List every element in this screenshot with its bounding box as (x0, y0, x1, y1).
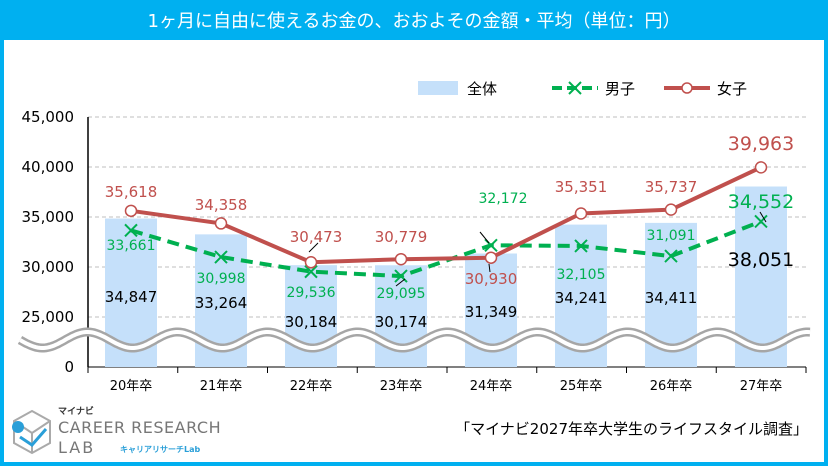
data-label-female: 34,358 (195, 196, 248, 214)
marker-male (124, 223, 138, 238)
data-label-female: 35,737 (645, 178, 698, 196)
logo-lab-text: LAB (58, 438, 96, 457)
data-label-total: 34,411 (645, 289, 698, 307)
legend-label-total: 全体 (467, 80, 497, 98)
marker-male (214, 250, 228, 264)
data-label-male: 29,536 (287, 285, 336, 301)
x-tick-label: 21年卒 (200, 379, 243, 394)
data-label-male: 33,661 (107, 238, 156, 254)
data-label-female: 30,930 (465, 270, 518, 288)
data-label-total: 31,349 (465, 303, 518, 321)
leader-line (395, 278, 406, 287)
x-tick-label: 26年卒 (650, 379, 693, 394)
data-label-total: 33,264 (195, 294, 248, 312)
y-tick-label: 45,000 (22, 108, 75, 126)
x-tick-label: 24年卒 (470, 379, 513, 394)
y-tick-label: 30,000 (22, 258, 75, 276)
legend-label-female: 女子 (717, 80, 747, 98)
data-label-male: 31,091 (647, 228, 696, 244)
data-label-total: 34,847 (105, 288, 158, 306)
career-research-lab-logo: マイナビ CAREER RESEARCH LAB キャリアリサーチLab (10, 407, 221, 459)
marker-female (394, 252, 408, 266)
marker-male (754, 214, 768, 229)
line-male (130, 219, 762, 279)
line-female (130, 165, 762, 265)
logo-brand-text: マイナビ (58, 407, 94, 417)
marker-female (754, 161, 768, 174)
data-label-male: 34,552 (728, 191, 794, 213)
logo-sub-text: キャリアリサーチLab (120, 445, 201, 454)
data-label-male: 29,095 (377, 286, 426, 302)
legend-swatch-total (418, 81, 458, 95)
marker-male (394, 269, 408, 283)
marker-female (574, 207, 588, 220)
marker-female (664, 203, 678, 216)
legend-label-male: 男子 (605, 80, 635, 98)
legend-marker-male (568, 81, 582, 95)
marker-female (484, 251, 498, 264)
data-label-female: 30,473 (290, 228, 343, 246)
leader-line (488, 263, 491, 273)
data-label-total: 34,241 (555, 289, 608, 307)
data-label-total: 30,184 (285, 313, 338, 331)
x-tick-label: 22年卒 (290, 379, 333, 394)
x-tick-label: 25年卒 (560, 379, 603, 394)
source-note: 「マイナビ2027年卒大学生のライフスタイル調査」 (455, 420, 808, 438)
chart-title: 1ヶ月に自由に使えるお金の、おおよその金額・平均（単位：円） (4, 4, 824, 40)
marker-male (304, 264, 318, 279)
marker-female (304, 256, 318, 269)
data-label-male: 30,998 (197, 271, 246, 287)
cube-logo-icon (12, 409, 51, 455)
axis-break-wave-inner (19, 330, 811, 350)
marker-female (214, 217, 228, 230)
data-label-total: 38,051 (728, 249, 794, 271)
data-label-male: 32,105 (557, 267, 606, 283)
legend-marker-female (681, 82, 693, 94)
y-tick-label: 40,000 (22, 158, 75, 176)
data-label-male: 32,172 (479, 191, 528, 207)
logo-name-text: CAREER RESEARCH (58, 418, 222, 437)
y-tick-label: 25,000 (22, 308, 75, 326)
x-tick-label: 27年卒 (740, 379, 783, 394)
data-label-female: 35,618 (105, 183, 158, 201)
leader-line (308, 242, 319, 253)
leader-line (759, 211, 767, 223)
data-label-female: 30,779 (375, 228, 428, 246)
marker-male (574, 239, 588, 253)
marker-male (664, 249, 678, 263)
marker-female (124, 204, 138, 218)
y-tick-label: 35,000 (22, 208, 75, 226)
x-tick-label: 20年卒 (110, 379, 153, 394)
data-label-female: 39,963 (728, 133, 794, 155)
leader-line (479, 231, 490, 244)
x-tick-label: 23年卒 (380, 379, 423, 394)
y-tick-label: 0 (64, 358, 74, 376)
data-label-female: 35,351 (555, 178, 608, 196)
data-label-total: 30,174 (375, 313, 428, 331)
